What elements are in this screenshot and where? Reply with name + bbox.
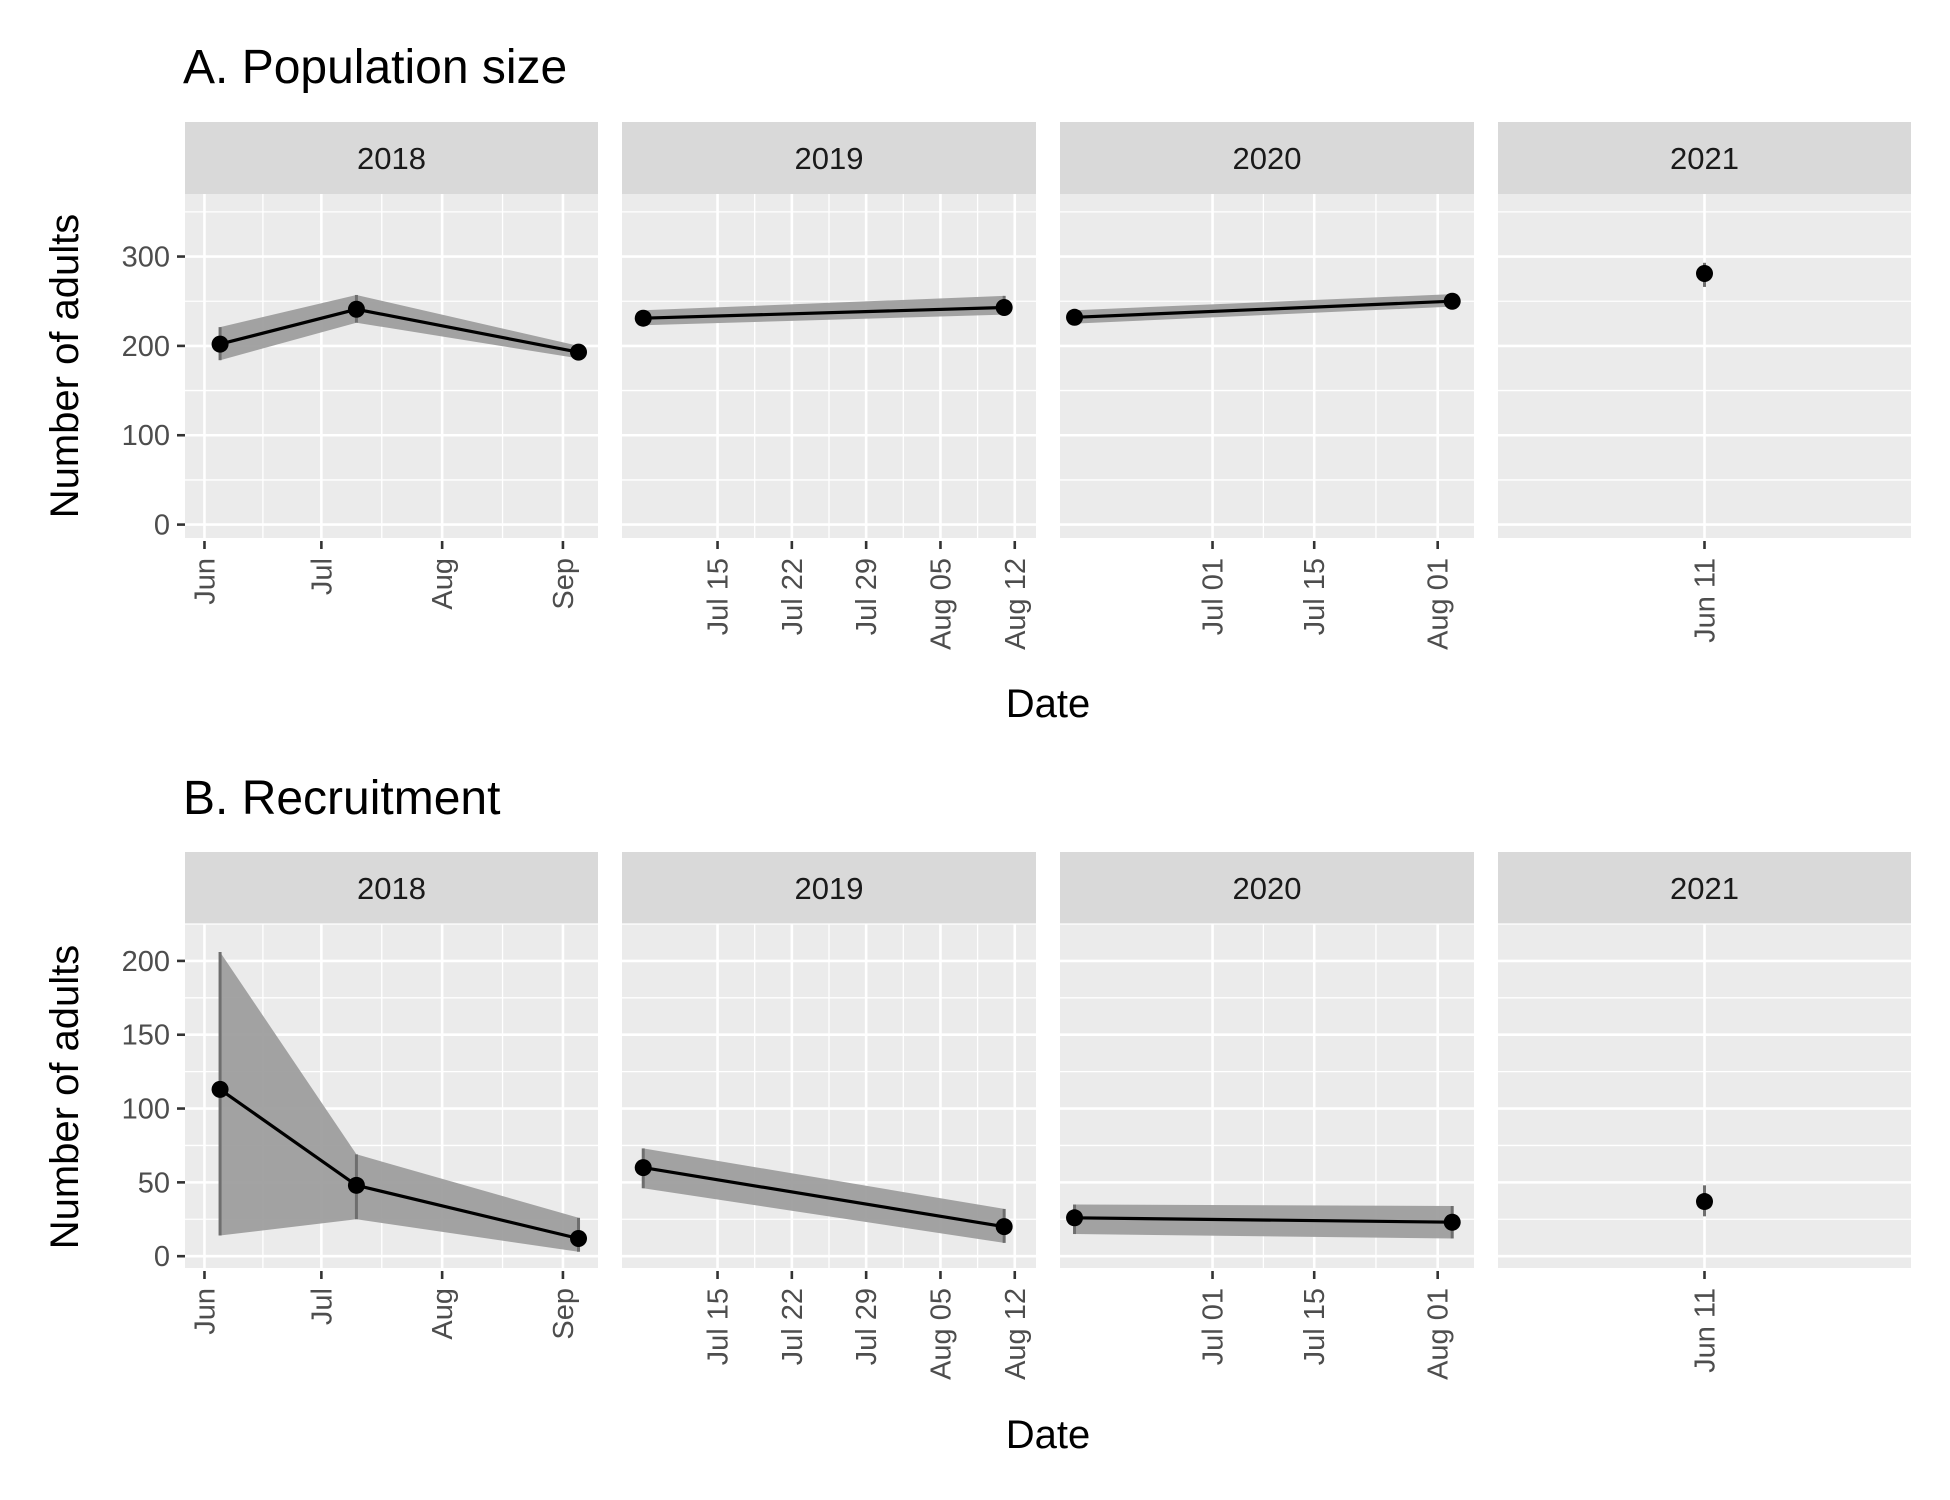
panel-b-facet-2018-y-tick-label: 150: [122, 1020, 170, 1052]
panel-a-facet-2019-series-line: [643, 305, 1005, 320]
panel-a-facet-2018-x-tick-label: Jun: [189, 558, 221, 605]
panel-b-facet-2018-strip-label: 2018: [357, 871, 426, 906]
panel-b-facet-2020: 2020 Jul 01 Jul 15 Aug 01: [1060, 852, 1474, 1380]
panel-b-facet-2021: 2021 Jun 11: [1498, 852, 1911, 1373]
panel-a-facet-2021: 2021 Jun 11: [1498, 122, 1911, 643]
panel-b-facet-2018-x-tick-label: Jun: [189, 1288, 221, 1335]
panel-a-facet-2019-x-tick-label: Aug 12: [1000, 558, 1032, 650]
panel-b-facet-2018-y-tick-label: 50: [138, 1167, 170, 1199]
panel-a-facet-2020-series-line: [1074, 299, 1453, 319]
panel-b-facet-2018-x-tick-label: Aug: [427, 1288, 459, 1340]
panel-a-x-axis-title: Date: [1006, 682, 1091, 726]
panel-b-facet-2019-x-tick-label: Aug 12: [1000, 1288, 1032, 1380]
panel-a-facet-2020-strip: [1060, 122, 1474, 194]
panel-a-facet-2020-data-point: [1066, 308, 1084, 326]
panel-b-facet-2019-x-tick-label: Aug 05: [925, 1288, 957, 1380]
panel-a-facet-2018-x-tick-label: Jul: [306, 558, 338, 595]
panel-a-facet-2018-y-tick-label: 100: [122, 420, 170, 452]
plot-a: 2018 Jun Jul Aug Sep 0 100 200 300 2019 Jul 15 Jul …: [122, 122, 1911, 650]
panel-b-facet-2020-strip: [1060, 852, 1474, 924]
panel-b-facet-2020-x-tick-label: Jul 15: [1299, 1288, 1331, 1365]
panel-a-facet-2020-panel-background: [1060, 194, 1474, 538]
panel-a-facet-2018-panel-background: [185, 194, 598, 538]
panel-a-facet-2018-y-tick-label: 300: [122, 242, 170, 274]
panel-b-facet-2018-y-tick-label: 100: [122, 1094, 170, 1126]
panel-b-facet-2019: 2019 Jul 15 Jul 22 Jul 29 Aug 05 Aug 12: [622, 852, 1036, 1380]
panel-a-facet-2020-x-tick-label: Aug 01: [1423, 558, 1455, 650]
panel-a-facet-2019: 2019 Jul 15 Jul 22 Jul 29 Aug 05 Aug 12: [622, 122, 1036, 650]
panel-a-facet-2018-data-point: [347, 300, 365, 318]
panel-a-facet-2019-strip: [622, 122, 1036, 194]
panel-b-facet-2021-data-point: [1696, 1193, 1713, 1211]
panel-a-facet-2019-x-tick-label: Jul 22: [777, 558, 809, 635]
panel-a-facet-2020: 2020 Jul 01 Jul 15 Aug 01: [1060, 122, 1474, 650]
panel-a-facet-2019-x-tick-label: Jul 15: [703, 558, 735, 635]
panel-b-facet-2021-x-tick-label: Jun 11: [1690, 1288, 1722, 1373]
panel-a-facet-2018-strip: [185, 122, 598, 194]
panel-a-facet-2018-data-point: [570, 343, 588, 361]
panel-a-facet-2020-x-tick-label: Jul 15: [1299, 558, 1331, 635]
panel-b-facet-2018-x-tick-label: Sep: [548, 1288, 580, 1340]
panel-a-facet-2018-y-tick-label: 200: [122, 331, 170, 363]
panel-b-facet-2018-x-tick-label: Jul: [306, 1288, 338, 1325]
panel-a-facet-2020-strip-label: 2020: [1233, 141, 1302, 176]
panel-b-facet-2019-strip-label: 2019: [795, 871, 864, 906]
panel-a-facet-2019-strip-label: 2019: [795, 141, 864, 176]
panel-a-title: A. Population size: [183, 41, 567, 94]
panel-a-facet-2019-x-tick-label: Aug 05: [925, 558, 957, 650]
panel-b-facet-2018-y-tick-label: 0: [154, 1241, 170, 1273]
panel-b-facet-2020-data-point: [1066, 1209, 1084, 1227]
panel-b-facet-2018-data-point: [570, 1229, 588, 1247]
panel-b-facet-2019-data-point: [995, 1218, 1013, 1236]
panel-b-facet-2018-confidence-ribbon: [220, 952, 579, 1252]
panel-a-facet-2021-strip: [1498, 122, 1911, 194]
panel-a-facet-2019-data-point: [634, 309, 652, 327]
panel-b-facet-2020-series-line: [1074, 1216, 1453, 1224]
panel-a-facet-2021-data-point: [1696, 265, 1713, 283]
panel-b-facet-2021-strip: [1498, 852, 1911, 924]
panel-a-facet-2018: 2018 Jun Jul Aug Sep 0 100 200 300: [122, 122, 598, 610]
panel-a-facet-2018-data-point: [211, 335, 229, 353]
panel-a-facet-2018-y-tick-label: 0: [154, 510, 170, 542]
panel-b-x-axis-title: Date: [1006, 1413, 1091, 1457]
panel-b-facet-2020-strip-label: 2020: [1233, 871, 1302, 906]
panel-b-facet-2019-x-tick-label: Jul 22: [777, 1288, 809, 1365]
panel-a-facet-2021-x-tick-label: Jun 11: [1690, 558, 1722, 643]
panel-a-facet-2021-strip-label: 2021: [1670, 141, 1739, 176]
panel-b-facet-2018-y-tick-label: 200: [122, 946, 170, 978]
panel-b-facet-2018-data-point: [211, 1080, 229, 1098]
panel-a-facet-2018-x-tick-label: Aug: [427, 558, 459, 610]
panel-b-facet-2019-x-tick-label: Jul 29: [851, 1288, 883, 1365]
panel-a-facet-2018-confidence-ribbon: [220, 295, 579, 361]
panel-b-facet-2019-strip: [622, 852, 1036, 924]
panel-a-facet-2019-x-tick-label: Jul 29: [851, 558, 883, 635]
panel-a-facet-2020-data-point: [1443, 292, 1461, 310]
panel-b-facet-2018-strip: [185, 852, 598, 924]
panel-a-y-axis-title: Number of adults: [43, 214, 87, 519]
panel-b-facet-2020-x-tick-label: Aug 01: [1423, 1288, 1455, 1380]
panel-b-facet-2018: 2018 Jun Jul Aug Sep 0 50 100 150 200: [122, 852, 598, 1340]
panel-b-y-axis-title: Number of adults: [43, 945, 87, 1250]
panel-b-facet-2019-x-tick-label: Jul 15: [703, 1288, 735, 1365]
panel-b-facet-2021-strip-label: 2021: [1670, 871, 1739, 906]
panel-b-facet-2020-data-point: [1443, 1213, 1461, 1231]
panel-a-facet-2019-data-point: [995, 298, 1013, 316]
panel-b-facet-2018-data-point: [347, 1176, 365, 1194]
panel-a-facet-2018-x-tick-label: Sep: [548, 558, 580, 610]
panel-b-facet-2019-data-point: [634, 1159, 652, 1177]
plot-b: 2018 Jun Jul Aug Sep 0 50 100 150 200 2019 Jul 15 Ju…: [122, 852, 1911, 1380]
panel-a-facet-2019-confidence-ribbon: [643, 295, 1005, 326]
panel-b-facet-2019-series-line: [642, 1166, 1005, 1229]
panel-b-title: B. Recruitment: [183, 772, 500, 825]
panel-b-facet-2020-x-tick-label: Jul 01: [1198, 1288, 1230, 1365]
panel-a-facet-2020-x-tick-label: Jul 01: [1198, 558, 1230, 635]
panel-a-facet-2018-strip-label: 2018: [357, 141, 426, 176]
